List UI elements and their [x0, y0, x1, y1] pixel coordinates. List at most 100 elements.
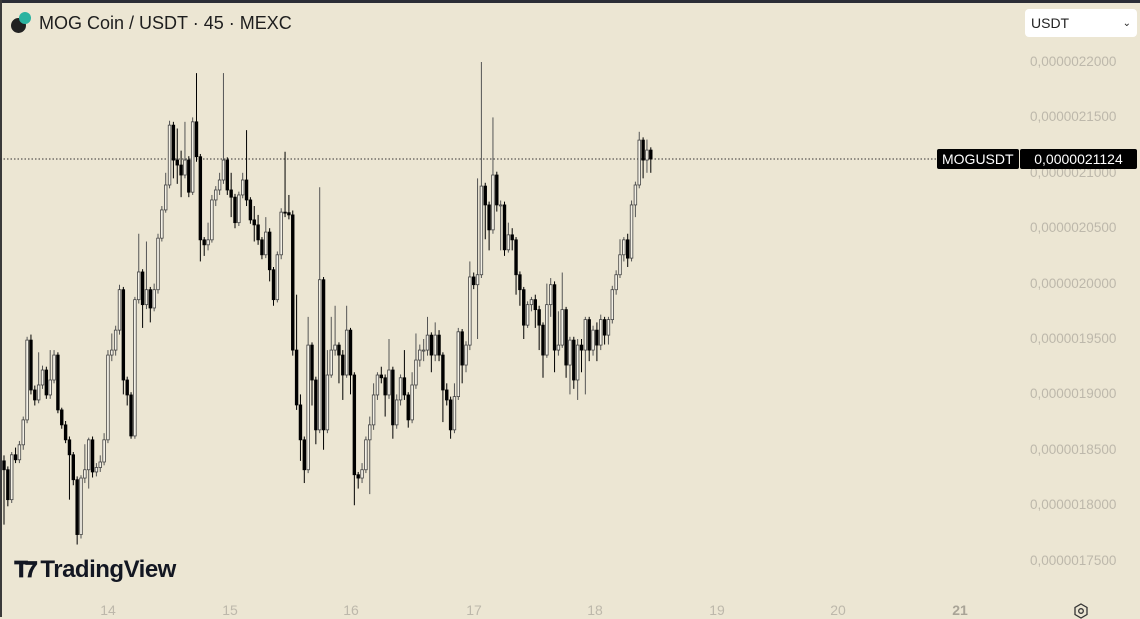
candle-body-up [468, 276, 472, 346]
candle-body-down [202, 239, 206, 246]
candle [556, 311, 561, 356]
window-top-border [0, 0, 1140, 3]
candle-body-up [629, 204, 634, 259]
candle [271, 266, 276, 306]
candle-body-up [333, 344, 337, 351]
candle [110, 333, 114, 362]
candle-body-up [421, 349, 426, 352]
candle-body-up [371, 394, 376, 426]
candle [6, 466, 10, 507]
candle-body-down [271, 269, 276, 301]
candle-body-up [325, 374, 330, 431]
candle [40, 365, 45, 389]
price-tick-label: 0,0000020000 [1030, 275, 1117, 291]
candle [418, 344, 422, 367]
candle-body-down [125, 379, 129, 396]
chart-left-border [0, 0, 2, 617]
candle [48, 350, 52, 399]
candle-body-down [352, 374, 357, 476]
candle-body-up [456, 331, 460, 398]
candle-body-down [552, 284, 557, 351]
candle-body-down [487, 204, 491, 231]
candle [60, 407, 64, 429]
candle-body-down [2, 460, 6, 471]
candle-body-down [63, 424, 68, 441]
candle-body-up [83, 469, 87, 479]
candle-body-up [329, 349, 333, 376]
candle [379, 366, 383, 384]
candle-body-down [429, 334, 434, 356]
candle [606, 316, 611, 345]
candle [518, 271, 522, 306]
candle-body-up [206, 239, 210, 246]
candle [121, 286, 126, 395]
candle [468, 261, 472, 351]
candle [510, 228, 514, 251]
candle-body-up [279, 211, 283, 256]
time-tick-label: 17 [466, 602, 482, 618]
candle-body-down [44, 369, 49, 396]
candle [183, 121, 187, 179]
currency-select-value: USDT [1031, 15, 1070, 31]
candle-body-down [602, 319, 607, 336]
candle [441, 352, 445, 423]
candle-body-down [229, 189, 233, 198]
candle [36, 352, 41, 404]
candle-body-up [106, 354, 110, 441]
candle-body-down [321, 279, 326, 431]
candle-body-up [368, 424, 372, 441]
candle [187, 156, 191, 198]
chart-title: MOG Coin / USDT · 45 · MEXC [39, 12, 292, 33]
candle [321, 276, 326, 450]
candle-body-up [637, 139, 641, 186]
chart-header: MOG Coin / USDT · 45 · MEXC [11, 12, 292, 34]
candle [202, 237, 206, 256]
candle [560, 272, 564, 348]
candle-body-up [48, 379, 52, 396]
candle [491, 117, 495, 234]
candle [575, 339, 580, 400]
candle-body-up [25, 339, 29, 421]
candle-body-up [583, 319, 588, 351]
candle [460, 329, 464, 384]
candle-body-down [502, 204, 507, 251]
candle [522, 286, 526, 339]
candle [552, 281, 557, 373]
candle [587, 316, 591, 362]
candle [148, 286, 152, 323]
candle-body-down [337, 344, 341, 356]
candle [368, 416, 372, 495]
candle-body-up [98, 461, 102, 468]
candle [106, 350, 110, 444]
candle [167, 120, 172, 189]
candle [383, 374, 387, 417]
candle-body-up [117, 289, 122, 331]
candle-body-up [264, 231, 268, 256]
candle-body-up [568, 339, 572, 366]
candle [264, 217, 268, 259]
candle-body-up [560, 309, 564, 346]
candle [591, 325, 595, 356]
candle-body-up [144, 289, 149, 306]
candle [29, 334, 33, 395]
candle [344, 305, 349, 378]
candle [502, 201, 507, 256]
candle-body-up [475, 274, 480, 286]
candle-body-up [163, 184, 168, 211]
candle-body-down [233, 196, 237, 224]
candle-body-down [402, 377, 407, 396]
candle [437, 330, 441, 362]
candle [641, 137, 645, 179]
candle-body-down [33, 389, 37, 401]
candle-body-down [341, 354, 345, 376]
tradingview-logo[interactable]: 𝐓𝟕 TradingView [14, 556, 176, 584]
candle-body-down [302, 439, 306, 471]
candle-body-up [622, 239, 626, 256]
currency-select[interactable]: USDT ⌄ [1025, 9, 1137, 37]
candle [17, 440, 22, 464]
candle-body-down [252, 219, 256, 226]
candle [133, 296, 137, 439]
candle-body-down [514, 239, 518, 276]
candle-body-down [626, 239, 630, 259]
